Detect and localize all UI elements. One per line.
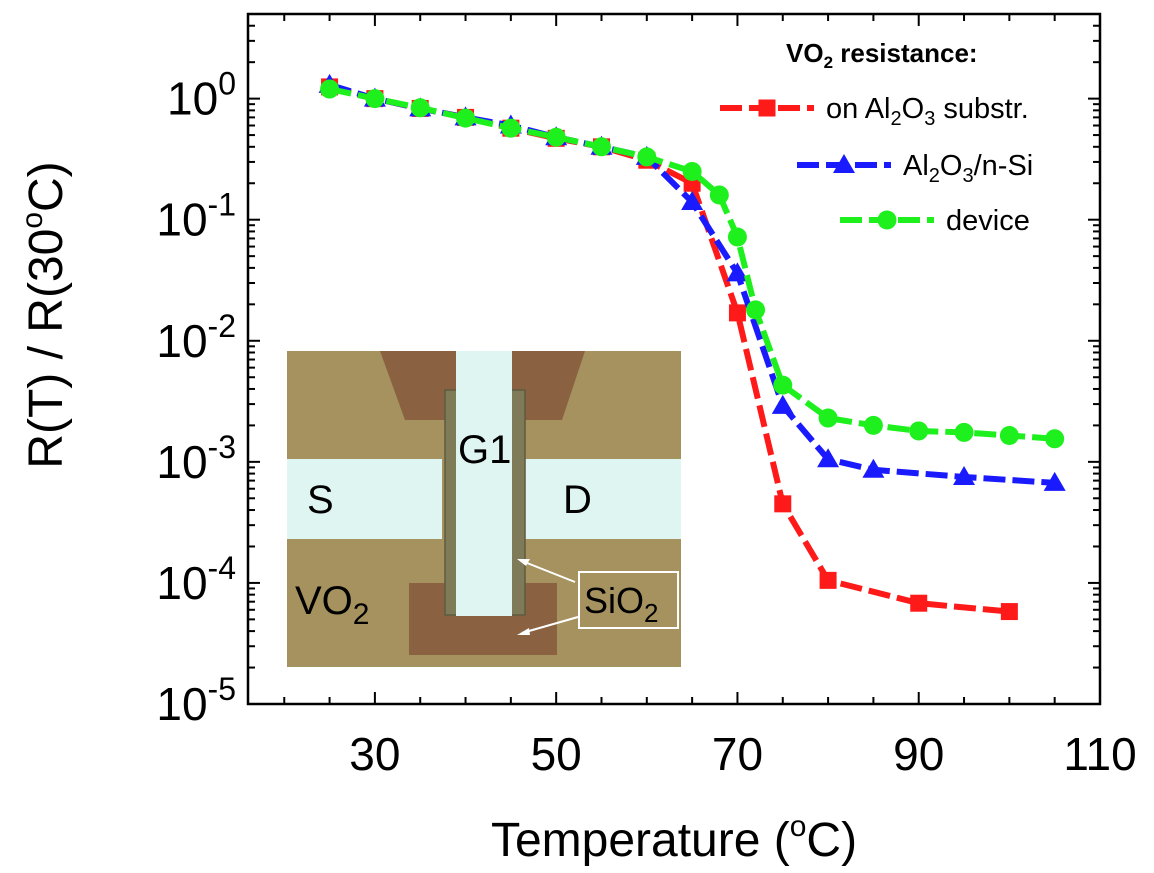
series-layer [318,73,1066,621]
channel-label: VO2 [295,579,369,631]
data-point [727,227,747,247]
legend-label: Al2O3/n-Si [903,150,1033,187]
source-label: S [307,478,334,522]
gate-electrode [456,351,512,616]
data-point [954,422,974,442]
oxide-arrow-lower [521,616,579,634]
drain-electrode [522,459,681,539]
oxide-label: SiO2 [584,580,658,628]
data-point [863,415,883,435]
data-point [909,421,929,441]
y-axis-title: R(T) / R(30oC) [16,161,73,468]
data-point [773,375,793,395]
x-tick-label: 50 [531,728,582,780]
data-point [1043,471,1066,491]
x-tick-label: 90 [893,728,944,780]
data-point [999,426,1019,446]
legend-marker [758,99,776,117]
data-point [681,191,704,211]
data-point [953,465,976,485]
y-tick-label: 10-3 [156,429,236,488]
y-tick-label: 10-2 [156,308,236,367]
legend-marker [877,210,897,230]
legend-entry: on Al2O3 substr. [720,93,1029,130]
legend-label: device [946,205,1030,237]
legend-entry: device [840,205,1030,237]
data-point [501,118,521,138]
data-point [410,98,430,118]
data-point [320,79,340,99]
data-point [771,394,794,414]
data-point [682,162,702,182]
data-point [1000,603,1018,621]
legend-entries: on Al2O3 substr. Al2O3/n-Si device [720,93,1033,237]
series [320,79,1065,449]
legend-entry: Al2O3/n-Si [797,150,1033,187]
data-point [728,304,746,322]
data-point [862,458,885,478]
oxide-arrow-upper-head [517,559,530,566]
inset-micrograph: G1 S D VO2 SiO2 [287,351,681,667]
x-tick-label: 30 [349,728,400,780]
data-point [637,147,657,167]
gate-label: G1 [458,428,511,472]
source-electrode [287,459,442,539]
oxide-label-box [578,571,679,629]
x-tick-label: 110 [1063,728,1136,780]
legend: VO2 resistance: on Al2O3 substr. Al2O3/n-… [720,38,1033,237]
data-point [546,127,566,147]
y-tick-label: 10-5 [156,671,236,730]
tick-layer: 30 50 70 90 110 100 10-1 10-2 10-3 10-4 10-5 [156,13,1137,780]
x-tick-label: 70 [712,728,763,780]
data-point [819,571,837,589]
data-point [1045,429,1065,449]
oxide-arrow-upper [521,560,576,583]
oxide-arrow-lower-head [517,628,530,635]
legend-title: VO2 resistance: [786,38,978,72]
data-point [709,185,729,205]
drain-label: D [563,478,592,522]
legend-marker [833,154,855,173]
data-point [456,108,476,128]
data-point [591,137,611,157]
y-tick-label: 100 [167,66,236,125]
data-point [818,408,838,428]
data-point [910,594,928,612]
data-point [726,262,749,282]
x-axis-title: Temperature (oC) [491,810,857,867]
data-point [817,448,840,468]
y-tick-label: 10-1 [156,187,236,246]
data-point [365,89,385,109]
data-point [774,495,792,513]
y-tick-label: 10-4 [156,550,236,609]
data-point [746,300,766,320]
legend-label: on Al2O3 substr. [826,93,1029,130]
